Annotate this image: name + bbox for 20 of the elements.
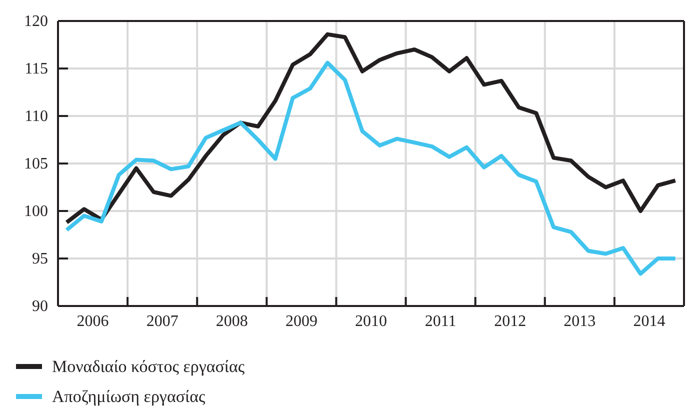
- x-tick-label: 2006: [76, 313, 109, 330]
- x-tick-label: 2012: [494, 313, 526, 330]
- x-tick-label: 2014: [633, 313, 666, 330]
- line-series: [64, 32, 678, 224]
- legend-label: Αποζημίωση εργασίας: [52, 387, 206, 407]
- x-tick-label: 2010: [355, 313, 387, 330]
- line-series: [64, 60, 678, 276]
- x-tick-label: 2013: [564, 313, 596, 330]
- x-tick-label: 2011: [424, 313, 456, 330]
- y-tick-label: 90: [32, 298, 48, 315]
- x-tick-label: 2009: [285, 313, 318, 330]
- y-tick-label: 115: [24, 60, 48, 78]
- y-tick-label: 95: [32, 250, 48, 268]
- y-tick-label: 120: [24, 13, 48, 30]
- x-tick-label: 2008: [216, 313, 248, 330]
- legend-label: Μοναδιαίο κόστος εργασίας: [52, 357, 245, 377]
- y-tick-label: 110: [24, 108, 48, 125]
- y-tick-label: 100: [24, 203, 48, 220]
- x-tick-label: 2007: [146, 313, 178, 330]
- y-tick-label: 105: [24, 156, 48, 172]
